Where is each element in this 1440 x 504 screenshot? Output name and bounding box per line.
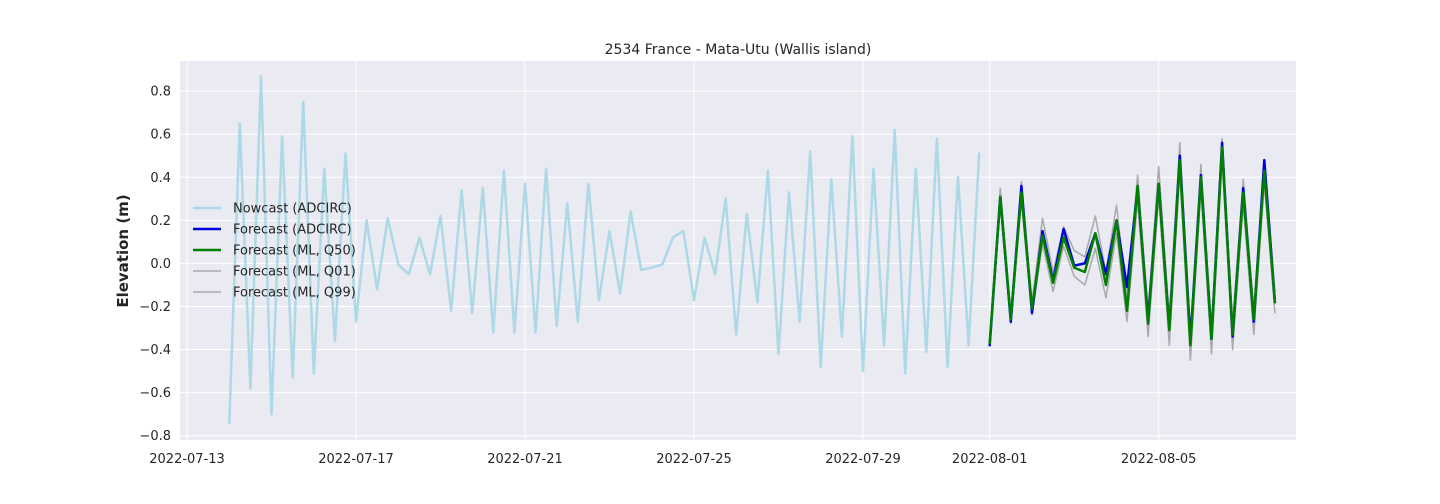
y-tick-label: 0.2 [150, 214, 171, 229]
legend-label: Nowcast (ADCIRC) [233, 202, 352, 217]
gridlines [180, 61, 1296, 440]
x-tick-label: 2022-07-25 [656, 452, 732, 467]
series-line [228, 74, 981, 425]
series-line [988, 145, 1277, 347]
y-tick-label: −0.2 [139, 300, 171, 315]
y-tick-label: −0.4 [139, 343, 171, 358]
x-tick-label: 2022-07-29 [825, 452, 901, 467]
y-tick-labels: −0.8 −0.6 −0.4 −0.2 0.0 0.2 0.4 0.6 0.8 [139, 85, 171, 445]
x-tick-label: 2022-07-13 [149, 452, 225, 467]
chart-title: 2534 France - Mata-Utu (Wallis island) [605, 42, 872, 58]
y-tick-label: −0.8 [139, 429, 171, 444]
y-axis-label: Elevation (m) [114, 194, 132, 307]
y-tick-label: 0.0 [150, 257, 171, 272]
x-tick-label: 2022-08-01 [952, 452, 1028, 467]
y-tick-label: 0.8 [150, 85, 171, 100]
x-tick-label: 2022-08-05 [1121, 452, 1197, 467]
x-tick-label: 2022-07-17 [318, 452, 394, 467]
x-tick-label: 2022-07-21 [487, 452, 563, 467]
y-tick-label: 0.6 [150, 128, 171, 143]
legend-label: Forecast (ML, Q99) [233, 286, 356, 301]
y-tick-label: −0.6 [139, 386, 171, 401]
y-tick-label: 0.4 [150, 171, 171, 186]
legend-label: Forecast (ML, Q01) [233, 265, 356, 280]
legend-label: Forecast (ML, Q50) [233, 244, 356, 259]
series-layer [228, 74, 1277, 425]
legend-label: Forecast (ADCIRC) [233, 223, 352, 238]
legend: Nowcast (ADCIRC) Forecast (ADCIRC) Forecas… [193, 202, 356, 301]
x-tick-labels: 2022-07-13 2022-07-17 2022-07-21 2022-07-25… [149, 452, 1196, 467]
